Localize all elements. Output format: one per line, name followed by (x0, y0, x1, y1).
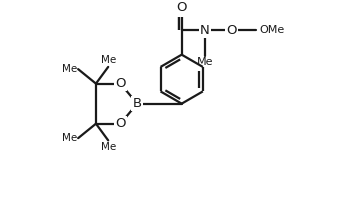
Text: O: O (176, 1, 187, 14)
Text: O: O (226, 24, 237, 37)
Text: OMe: OMe (259, 25, 284, 35)
Text: O: O (115, 77, 126, 90)
Text: Me: Me (100, 55, 116, 65)
Text: O: O (115, 117, 126, 130)
Text: Me: Me (62, 64, 77, 74)
Text: N: N (200, 24, 210, 37)
Text: Me: Me (62, 133, 77, 143)
Text: B: B (133, 97, 142, 110)
Text: Me: Me (197, 57, 213, 67)
Text: Me: Me (100, 142, 116, 152)
